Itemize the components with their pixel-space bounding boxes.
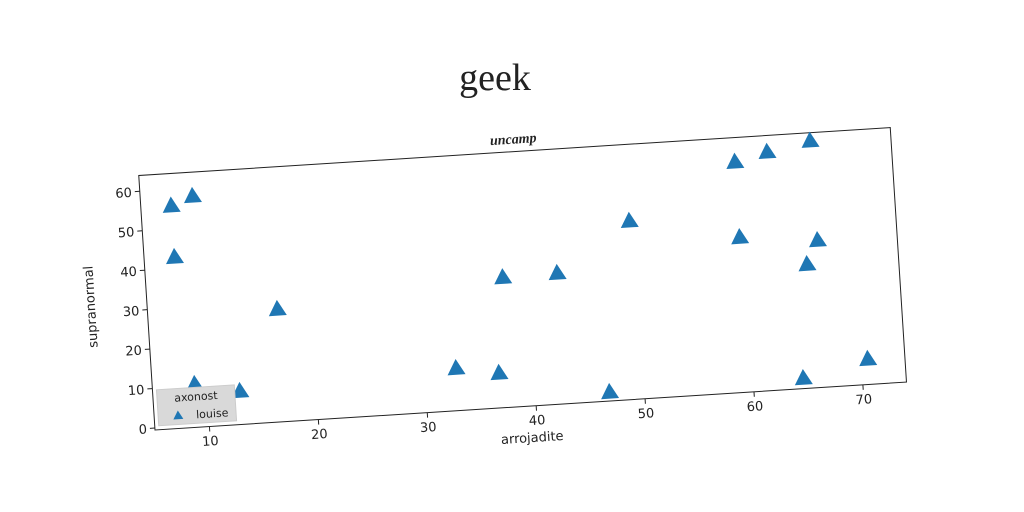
point <box>798 255 817 272</box>
x-tick-label: 30 <box>420 420 437 436</box>
point <box>268 299 287 317</box>
point <box>231 381 250 399</box>
point <box>184 186 202 204</box>
x-tick-label: 50 <box>637 406 654 422</box>
point <box>809 230 827 248</box>
point <box>548 263 567 281</box>
x-tick-label: 10 <box>202 434 219 450</box>
y-tick-label: 30 <box>122 304 139 320</box>
y-tick-label: 20 <box>125 344 142 360</box>
y-tick-label: 60 <box>115 186 132 202</box>
point <box>726 152 745 169</box>
point <box>794 368 813 386</box>
legend-title: axonost <box>174 389 219 405</box>
x-tick-label: 70 <box>855 392 872 408</box>
point <box>601 382 620 400</box>
x-tick-label: 20 <box>311 427 328 443</box>
point <box>620 211 639 228</box>
legend-label: louise <box>196 406 229 421</box>
y-tick-label: 0 <box>138 423 147 438</box>
y-tick-label: 50 <box>117 225 134 241</box>
x-tick-label: 40 <box>528 413 545 429</box>
point <box>731 228 750 245</box>
point <box>801 131 820 148</box>
y-tick-label: 40 <box>120 265 137 281</box>
x-axis-label: arrojadite <box>501 429 564 448</box>
plot-area: uncamp arrojadite supranormal 10 20 30 40 50… <box>81 127 908 450</box>
axes-frame <box>138 127 908 431</box>
y-tick-label: 10 <box>127 383 144 399</box>
point <box>447 359 466 376</box>
chart-title: geek <box>459 57 531 99</box>
point <box>166 247 184 265</box>
point <box>162 196 181 213</box>
x-tick-label: 60 <box>746 399 763 415</box>
point <box>494 268 513 285</box>
y-axis-label: supranormal <box>81 265 101 348</box>
point <box>859 349 878 367</box>
point <box>490 363 509 381</box>
chart-subtitle: uncamp <box>489 131 537 149</box>
legend-marker <box>173 410 184 420</box>
point <box>758 142 777 159</box>
